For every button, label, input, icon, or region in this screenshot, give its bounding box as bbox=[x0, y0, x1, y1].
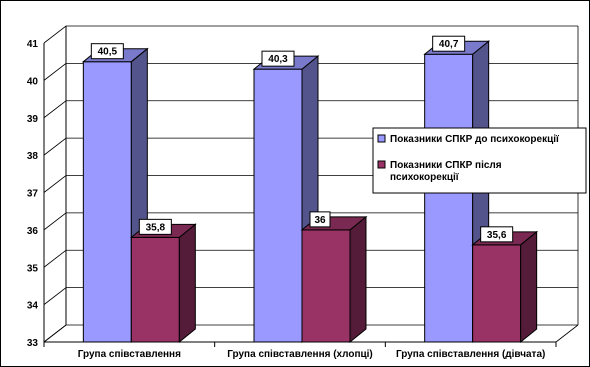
y-tick-label: 37 bbox=[27, 189, 39, 200]
bar-front bbox=[130, 236, 180, 343]
x-category-label: Група співставлення (дівчата) bbox=[396, 349, 545, 360]
data-label: 36 bbox=[309, 211, 331, 228]
legend-swatch bbox=[377, 160, 386, 169]
legend-label: Показники СПКР після психокорекції bbox=[390, 160, 502, 183]
category-labels: Група співставлення Група співставлення (… bbox=[78, 349, 546, 360]
data-label-text: 40,7 bbox=[439, 39, 459, 50]
bar-side bbox=[520, 230, 538, 344]
data-label-box bbox=[432, 35, 466, 52]
y-tick-label: 35 bbox=[27, 263, 39, 274]
bar bbox=[300, 215, 368, 344]
bar-front bbox=[301, 229, 351, 343]
legend-label: Показники СПКР до психокорекції bbox=[390, 134, 559, 145]
data-label: 40,5 bbox=[90, 43, 124, 60]
y-tick-label: 36 bbox=[27, 226, 39, 237]
bar-side bbox=[349, 215, 367, 344]
y-tick-label: 40 bbox=[27, 76, 39, 87]
data-label-text: 40,5 bbox=[98, 47, 118, 58]
data-label-box bbox=[261, 50, 295, 67]
data-label: 35,8 bbox=[138, 218, 172, 235]
data-label-box bbox=[309, 211, 331, 228]
data-label-text: 35,6 bbox=[487, 230, 507, 241]
x-category-label: Група співставлення (хлопці) bbox=[227, 349, 373, 360]
data-label-box bbox=[90, 43, 124, 60]
y-tick-label: 34 bbox=[27, 301, 39, 312]
data-label: 40,3 bbox=[261, 50, 295, 67]
data-label: 40,7 bbox=[432, 35, 466, 52]
data-label-text: 36 bbox=[314, 215, 326, 226]
bar-front bbox=[253, 68, 303, 343]
bar-front bbox=[82, 61, 132, 343]
y-tick-label: 38 bbox=[27, 151, 39, 162]
data-label-text: 40,3 bbox=[268, 54, 288, 65]
bars bbox=[81, 40, 539, 344]
bar bbox=[471, 230, 539, 344]
y-tick-label: 41 bbox=[27, 39, 39, 50]
data-labels: 40,5 35,8 40,3 36 40,7 35,6 bbox=[90, 35, 514, 243]
bar-front bbox=[424, 53, 474, 343]
legend: Показники СПКР до психокорекції Показники… bbox=[372, 127, 587, 194]
legend-swatch bbox=[377, 134, 386, 143]
bar bbox=[129, 223, 197, 344]
data-label-box bbox=[480, 226, 514, 243]
data-label-text: 35,8 bbox=[146, 222, 166, 233]
legend-entry: Показники СПКР до психокорекції bbox=[377, 134, 559, 145]
data-label: 35,6 bbox=[480, 226, 514, 243]
bar-front bbox=[472, 244, 522, 343]
bar-side bbox=[178, 223, 196, 344]
data-label-box bbox=[138, 218, 172, 235]
x-category-label: Група співставлення bbox=[78, 349, 181, 360]
floor-edges bbox=[43, 324, 579, 343]
legend-entry: Показники СПКР після психокорекції bbox=[377, 160, 502, 183]
y-tick-label: 39 bbox=[27, 114, 39, 125]
legend-box bbox=[372, 127, 587, 194]
y-axis-ticks: 33 34 35 36 37 38 39 40 41 bbox=[27, 39, 39, 349]
y-tick-label: 33 bbox=[27, 338, 39, 349]
